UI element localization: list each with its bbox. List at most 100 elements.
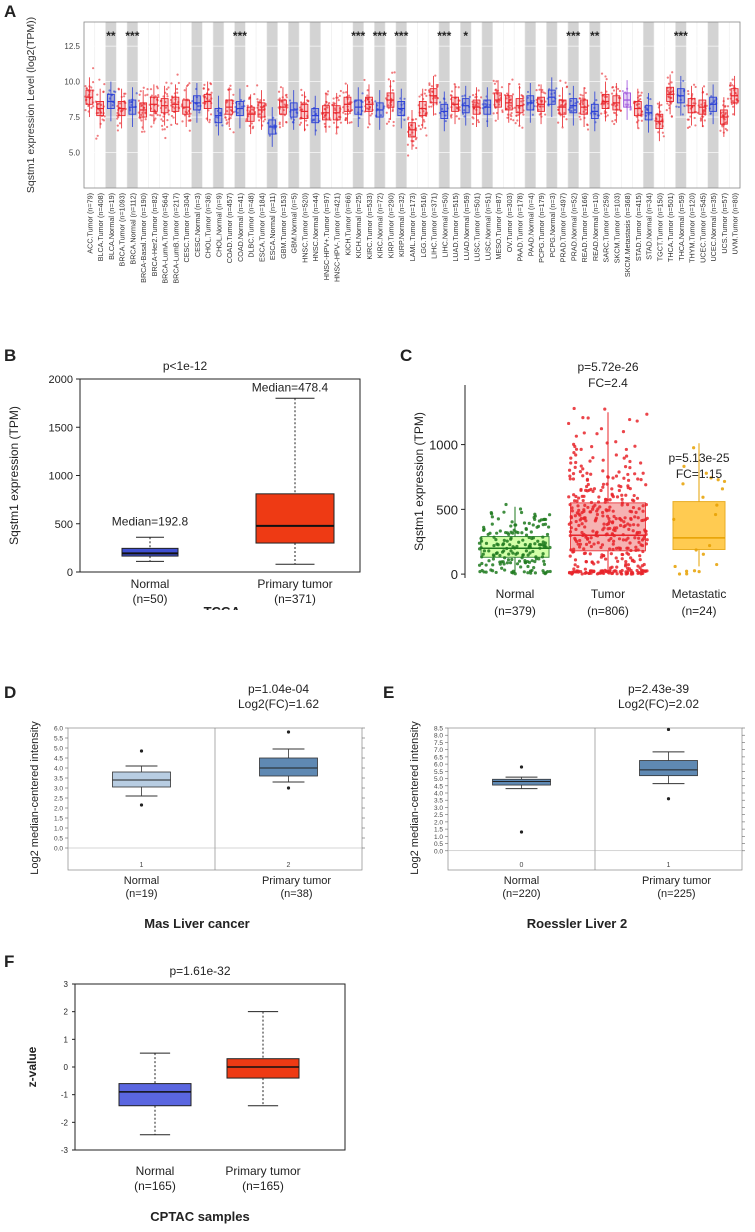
data-point	[450, 94, 453, 97]
y-tick-label: 7.0	[434, 747, 443, 754]
y-tick-label: 6.5	[434, 754, 443, 761]
data-point	[572, 442, 576, 446]
x-tick-label: PRAD.Normal (n=52)	[569, 193, 578, 261]
data-point	[251, 108, 254, 111]
x-tick-label: LUSC.Tumor (n=501)	[473, 193, 482, 262]
data-point	[256, 100, 259, 103]
data-point	[385, 111, 388, 114]
data-point	[578, 97, 582, 100]
data-point	[628, 417, 632, 422]
data-point	[724, 113, 727, 116]
data-point	[612, 528, 616, 532]
data-point	[555, 87, 558, 90]
data-point	[601, 514, 605, 518]
data-point	[612, 89, 616, 92]
data-point	[657, 131, 660, 134]
data-point	[604, 557, 608, 561]
data-point	[160, 118, 163, 121]
data-point	[444, 119, 447, 123]
data-point	[546, 570, 550, 574]
data-point	[332, 103, 336, 106]
data-point	[582, 547, 586, 551]
data-point	[517, 559, 522, 563]
data-point	[576, 542, 580, 546]
data-point	[579, 447, 583, 451]
data-point	[444, 101, 447, 104]
data-point	[532, 566, 536, 570]
data-point	[496, 543, 500, 547]
data-point	[608, 547, 612, 551]
data-point	[434, 74, 437, 77]
data-point	[571, 472, 576, 476]
data-point	[574, 447, 579, 451]
data-point	[614, 569, 618, 573]
outlier-point	[666, 727, 671, 732]
data-point	[495, 531, 499, 535]
data-point	[473, 107, 476, 110]
data-point	[268, 134, 271, 137]
x-tick-label: BLCA.Tumor (n=408)	[96, 193, 105, 261]
data-point	[344, 112, 347, 116]
data-point	[229, 84, 232, 87]
data-point	[387, 78, 390, 81]
data-point	[246, 84, 249, 88]
data-point	[569, 461, 573, 465]
data-point	[696, 111, 699, 114]
data-point	[580, 572, 584, 576]
y-tick-label: 8.0	[434, 733, 443, 740]
data-point	[197, 105, 200, 108]
data-point	[173, 101, 176, 105]
data-point	[624, 560, 628, 564]
data-point	[345, 91, 348, 94]
data-point	[522, 521, 527, 525]
data-point	[149, 88, 153, 91]
data-point	[124, 92, 127, 95]
data-point	[494, 88, 498, 91]
data-point	[568, 530, 573, 534]
data-point	[219, 113, 222, 116]
data-point	[586, 128, 590, 131]
data-point	[509, 118, 513, 121]
x-axis-label: Mas Liver cancer	[144, 916, 250, 931]
data-point	[639, 478, 643, 482]
data-point	[461, 95, 464, 98]
data-point	[568, 477, 572, 481]
data-point	[731, 105, 735, 108]
data-point	[636, 523, 640, 527]
data-point	[724, 127, 727, 131]
data-point	[149, 113, 152, 117]
data-point	[246, 104, 249, 107]
data-point	[510, 520, 514, 524]
x-tick-label: UCEC.Normal (n=35)	[709, 193, 718, 262]
data-point	[457, 86, 460, 89]
data-point	[208, 121, 211, 124]
significance-stars: **	[590, 29, 600, 43]
data-point	[463, 115, 466, 118]
outlier-point	[519, 830, 524, 834]
data-point	[479, 536, 483, 541]
data-point	[667, 95, 670, 98]
data-point	[692, 446, 696, 450]
data-point	[620, 497, 624, 502]
y-tick-label: 0.5	[54, 836, 63, 843]
data-point	[637, 99, 640, 102]
y-tick-label: 7.5	[69, 113, 81, 122]
data-point	[505, 546, 509, 551]
data-point	[621, 89, 624, 93]
data-point	[523, 558, 527, 563]
data-point	[675, 105, 678, 108]
data-point	[600, 72, 604, 75]
data-point	[166, 95, 169, 98]
data-point	[333, 107, 337, 110]
data-point	[732, 113, 735, 116]
data-point	[671, 71, 674, 74]
data-point	[723, 105, 727, 108]
data-point	[537, 542, 542, 547]
data-point	[591, 489, 595, 493]
data-point	[108, 89, 111, 92]
data-point	[117, 87, 120, 90]
data-point	[208, 118, 211, 121]
data-point	[523, 543, 527, 547]
data-point	[641, 113, 644, 116]
data-point	[427, 89, 431, 92]
